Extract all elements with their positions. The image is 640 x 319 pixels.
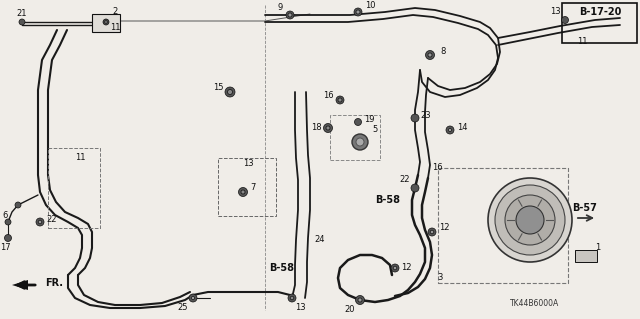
Text: 8: 8 xyxy=(440,48,445,56)
Circle shape xyxy=(352,134,368,150)
Polygon shape xyxy=(12,280,28,290)
Text: 25: 25 xyxy=(178,303,188,313)
Bar xyxy=(438,168,568,283)
Circle shape xyxy=(355,118,362,125)
Text: FR.: FR. xyxy=(45,278,63,288)
Bar xyxy=(48,148,100,228)
Circle shape xyxy=(488,178,572,262)
Circle shape xyxy=(495,185,565,255)
Circle shape xyxy=(411,114,419,122)
Text: 22: 22 xyxy=(400,175,410,184)
Text: 19: 19 xyxy=(364,115,374,123)
Text: 1: 1 xyxy=(595,242,600,251)
Circle shape xyxy=(391,264,399,272)
Text: B-58: B-58 xyxy=(269,263,294,273)
Circle shape xyxy=(336,96,344,104)
Text: 11: 11 xyxy=(109,23,120,32)
Circle shape xyxy=(428,53,432,57)
Circle shape xyxy=(38,220,42,224)
Text: 6: 6 xyxy=(3,211,8,219)
Circle shape xyxy=(355,295,365,305)
Circle shape xyxy=(449,129,451,131)
Text: B-57: B-57 xyxy=(573,203,597,213)
Text: 13: 13 xyxy=(243,159,253,167)
Circle shape xyxy=(358,298,362,302)
Circle shape xyxy=(356,138,364,146)
Text: 18: 18 xyxy=(310,123,321,132)
Circle shape xyxy=(288,13,292,17)
Text: 11: 11 xyxy=(75,153,85,162)
Circle shape xyxy=(354,8,362,16)
Circle shape xyxy=(430,230,434,234)
Text: 5: 5 xyxy=(372,125,378,135)
Text: B-17-20: B-17-20 xyxy=(579,7,621,17)
Circle shape xyxy=(428,228,436,236)
Circle shape xyxy=(227,90,232,94)
Circle shape xyxy=(338,98,342,102)
Text: 12: 12 xyxy=(401,263,412,272)
Circle shape xyxy=(4,234,12,241)
Bar xyxy=(218,158,276,216)
Text: 2: 2 xyxy=(113,8,118,17)
Circle shape xyxy=(103,19,109,25)
Text: B-58: B-58 xyxy=(376,195,401,205)
Circle shape xyxy=(239,188,248,197)
Text: 3: 3 xyxy=(437,273,443,283)
Text: 16: 16 xyxy=(323,91,333,100)
Circle shape xyxy=(15,202,21,208)
Text: 13: 13 xyxy=(294,303,305,313)
Text: 24: 24 xyxy=(315,235,325,244)
Text: 21: 21 xyxy=(17,10,28,19)
Text: 13: 13 xyxy=(550,8,560,17)
Circle shape xyxy=(225,87,235,97)
Text: 20: 20 xyxy=(345,306,355,315)
Bar xyxy=(575,250,597,262)
Text: TK44B6000A: TK44B6000A xyxy=(510,300,559,308)
Text: 23: 23 xyxy=(420,110,431,120)
Circle shape xyxy=(426,50,435,60)
Circle shape xyxy=(5,219,11,225)
Text: 15: 15 xyxy=(212,84,223,93)
Circle shape xyxy=(191,296,195,300)
Text: 12: 12 xyxy=(439,224,449,233)
Circle shape xyxy=(356,10,360,14)
Circle shape xyxy=(446,126,454,134)
Circle shape xyxy=(290,296,294,300)
Circle shape xyxy=(393,266,397,270)
Circle shape xyxy=(411,184,419,192)
Bar xyxy=(92,14,120,32)
Text: 11: 11 xyxy=(577,38,588,47)
Text: 17: 17 xyxy=(0,243,10,253)
Text: 10: 10 xyxy=(365,2,375,11)
Circle shape xyxy=(36,218,44,226)
Text: 22: 22 xyxy=(47,216,57,225)
Text: 9: 9 xyxy=(277,4,283,12)
Text: 7: 7 xyxy=(250,183,256,192)
Circle shape xyxy=(288,294,296,302)
Bar xyxy=(330,115,380,160)
Circle shape xyxy=(505,195,555,245)
Circle shape xyxy=(561,17,568,24)
Circle shape xyxy=(286,11,294,19)
Circle shape xyxy=(241,190,245,194)
Text: 16: 16 xyxy=(432,164,442,173)
Bar xyxy=(562,3,637,43)
Circle shape xyxy=(189,294,197,302)
Circle shape xyxy=(516,206,544,234)
Circle shape xyxy=(19,19,25,25)
Circle shape xyxy=(326,126,330,130)
Circle shape xyxy=(105,21,108,23)
Circle shape xyxy=(323,123,333,132)
Text: 14: 14 xyxy=(457,123,467,132)
